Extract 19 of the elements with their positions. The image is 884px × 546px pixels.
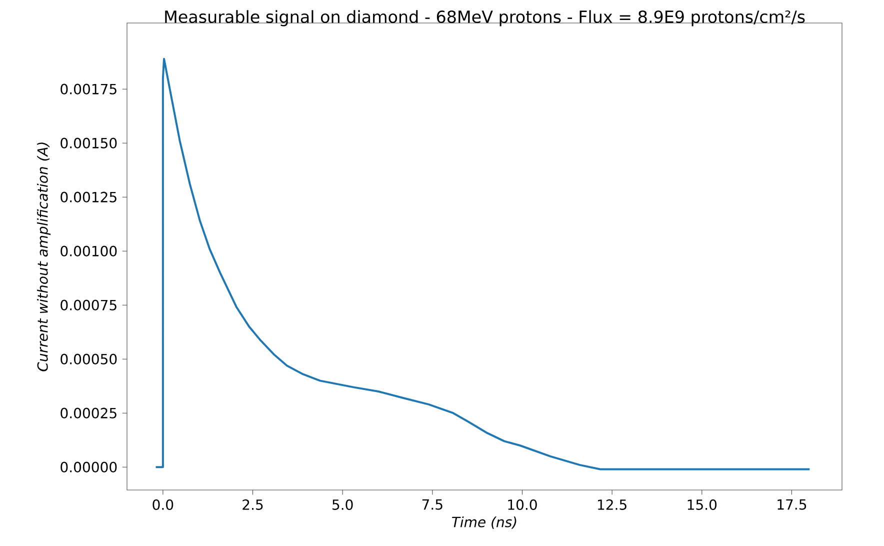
y-tick-label: 0.00050	[60, 354, 117, 364]
x-tick-label: 5.0	[332, 499, 353, 510]
y-tick-label: 0.00175	[60, 84, 116, 94]
x-tick-label: 12.5	[598, 499, 626, 510]
x-tick-label: 15.0	[688, 499, 717, 510]
x-tick-label: 10.0	[508, 499, 537, 510]
y-tick-label: 0.00150	[60, 138, 117, 148]
x-tick-label: 2.5	[242, 499, 263, 510]
y-tick-label: 0.00025	[60, 408, 116, 418]
y-tick-label: 0.00100	[60, 246, 117, 256]
x-tick-label: 17.5	[778, 499, 806, 510]
x-axis-title: Time (ns)	[452, 516, 516, 529]
y-tick-label: 0.00125	[60, 192, 116, 202]
chart-title: Measurable signal on diamond - 68MeV protons - Flux = 8.9E9 protons/cm²/s	[165, 10, 805, 26]
x-tick-label: 0.0	[152, 499, 174, 510]
y-tick-label: 0.00075	[60, 300, 116, 310]
y-axis-title: Current without amplification (A)	[37, 142, 51, 372]
x-tick-label: 7.5	[422, 499, 442, 510]
y-tick-label: 0.00000	[60, 462, 117, 472]
